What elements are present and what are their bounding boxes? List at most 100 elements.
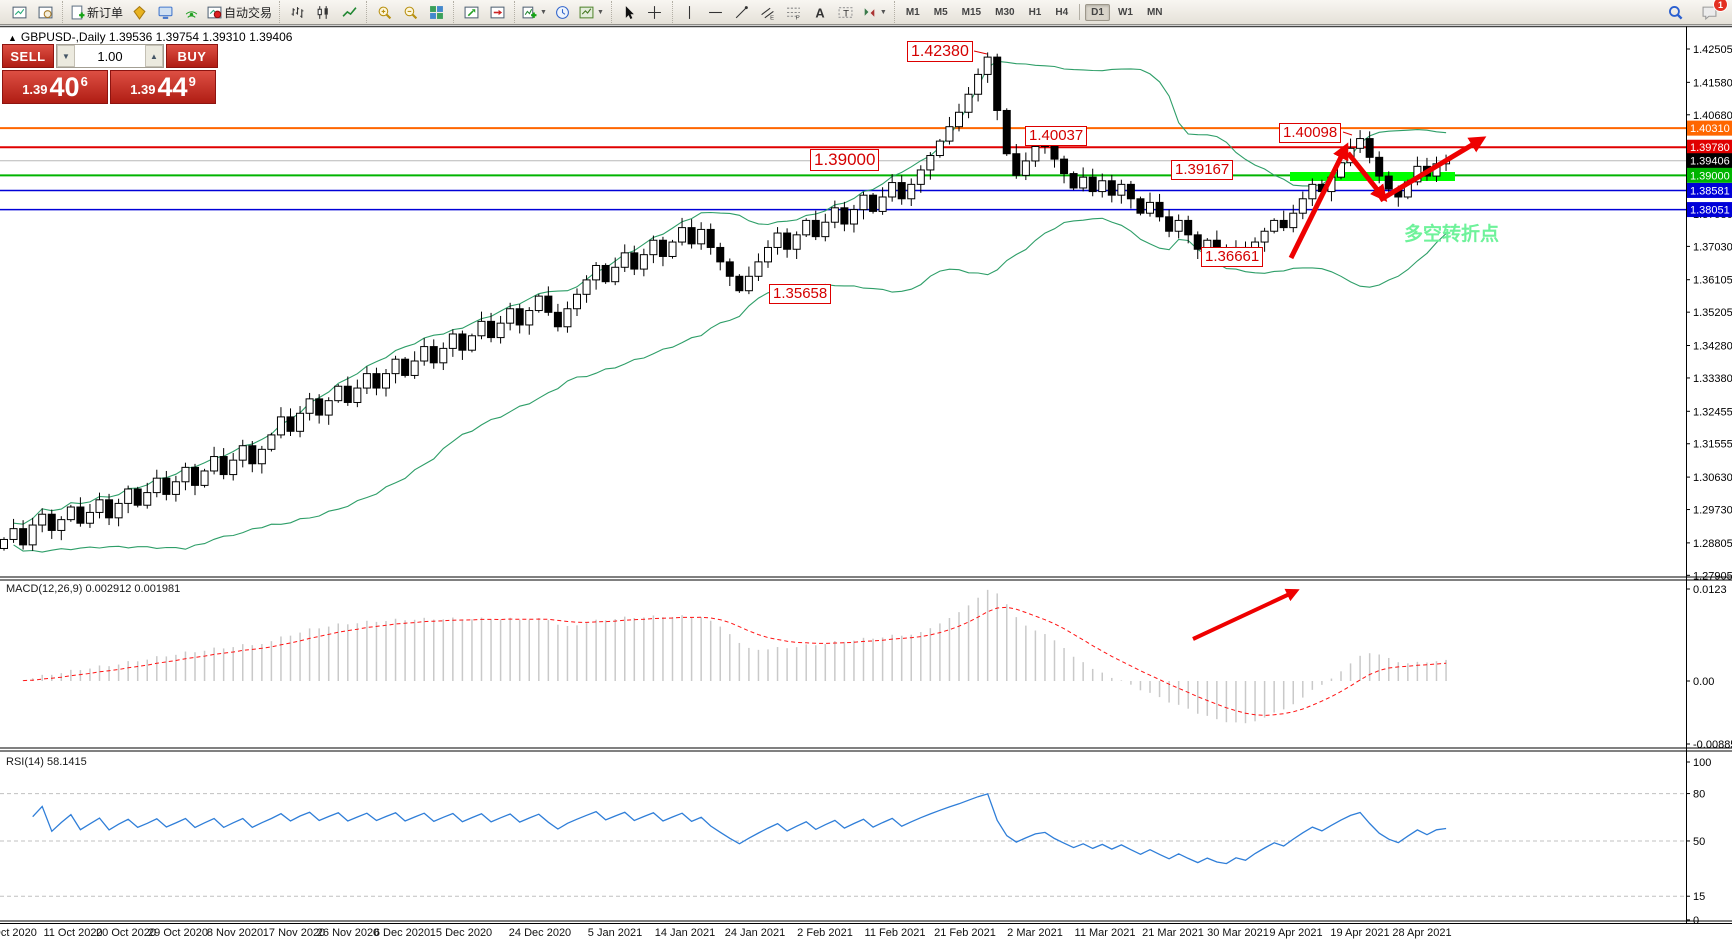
chevron-down-icon[interactable]: ▼: [596, 8, 604, 16]
chevron-down-icon[interactable]: ▼: [540, 8, 547, 16]
timeframe-h1-button[interactable]: H1: [1028, 6, 1042, 18]
new-chart-button[interactable]: [6, 1, 32, 23]
arrows-button[interactable]: ▼: [859, 1, 890, 23]
timeframe-m5-button[interactable]: M5: [933, 6, 948, 18]
candle-up: [582, 279, 591, 295]
cursor-button[interactable]: [616, 1, 642, 23]
new-order-button[interactable]: 新订单: [67, 1, 126, 23]
drawn-arrow[interactable]: [1192, 588, 1300, 641]
chevron-down-icon[interactable]: ▼: [879, 8, 887, 16]
volume-decrease-button[interactable]: ▼: [57, 45, 75, 67]
timeframe-m1-button[interactable]: M1: [905, 6, 920, 18]
toolbar-group: [610, 1, 668, 23]
market-button[interactable]: [126, 1, 152, 23]
collapse-marker-icon[interactable]: ▲: [8, 33, 17, 43]
vertical-line-button[interactable]: [677, 1, 703, 23]
chart-profiles-button[interactable]: [32, 1, 58, 23]
buy-price-button[interactable]: 1.39 44 9: [110, 70, 216, 104]
tile-windows-icon: [429, 5, 443, 19]
candle-down: [811, 219, 820, 238]
text-label-button[interactable]: T: [833, 1, 859, 23]
price-callout[interactable]: 1.40037: [1025, 126, 1088, 146]
new-order-button-label: 新订单: [87, 5, 124, 20]
drawn-arrow[interactable]: [1346, 151, 1388, 202]
sell-price-main: 1.39: [22, 82, 48, 97]
candle-up: [620, 252, 629, 268]
timeframe-m15-button[interactable]: M15: [961, 6, 982, 18]
candle-chart-type-button[interactable]: [310, 1, 336, 23]
candle-up: [907, 183, 916, 200]
chart-window-icon: [12, 6, 26, 18]
mql5-community-button[interactable]: [152, 1, 178, 23]
horizontal-line-button[interactable]: [703, 1, 729, 23]
fibonacci-button[interactable]: F: [781, 1, 807, 23]
candle-down: [372, 373, 381, 389]
buy-price-pip: 9: [188, 74, 196, 89]
candle-up: [1098, 180, 1107, 193]
trendline-button[interactable]: [729, 1, 755, 23]
autotrading-button[interactable]: 自动交易: [204, 1, 275, 23]
zoom-out-button[interactable]: [397, 1, 423, 23]
timeframe-h4-button[interactable]: H4: [1055, 6, 1069, 18]
price-callout[interactable]: 1.40098: [1279, 123, 1342, 143]
period-button[interactable]: [550, 1, 576, 23]
add-indicator-button[interactable]: ▼: [519, 1, 550, 23]
bollinger-bands: [13, 60, 1447, 553]
candle-up: [296, 412, 305, 432]
macd-tick-label: -0.008859: [1693, 739, 1732, 751]
text-button[interactable]: A: [807, 1, 833, 23]
tile-windows-button[interactable]: [423, 1, 449, 23]
candle-up: [305, 398, 314, 414]
candle-up: [534, 295, 543, 312]
price-callout[interactable]: 1.39000: [810, 149, 880, 172]
zoom-in-button[interactable]: [371, 1, 397, 23]
trend-annotation-text[interactable]: 多空转折点: [1404, 224, 1500, 245]
fibo-icon: F: [787, 7, 801, 20]
channel-button[interactable]: E: [755, 1, 781, 23]
drawn-arrow[interactable]: [1288, 142, 1349, 260]
crosshair-button[interactable]: [642, 1, 668, 23]
timeframe-mn-button[interactable]: MN: [1146, 6, 1163, 18]
search-button[interactable]: [1662, 1, 1688, 23]
bar-chart-type-button[interactable]: [284, 1, 310, 23]
support-highlight-rect[interactable]: [1290, 172, 1455, 181]
sell-button[interactable]: SELL: [2, 44, 54, 68]
volume-value[interactable]: 1.00: [97, 48, 123, 64]
template-button[interactable]: ▼: [576, 1, 607, 23]
chart-shift-button[interactable]: [484, 1, 510, 23]
candle-down: [1155, 201, 1164, 218]
candle-up: [420, 346, 429, 362]
candle-up: [181, 466, 190, 483]
price-callout[interactable]: 1.36661: [1201, 247, 1264, 267]
date-label: 2 Mar 2021: [1007, 927, 1063, 939]
price-callout[interactable]: 1.35658: [769, 284, 832, 304]
candle-up: [391, 358, 400, 375]
price-callout[interactable]: 1.42380: [907, 41, 973, 63]
price-axis[interactable]: 1.425051.415801.406801.379301.370301.361…: [1686, 44, 1732, 582]
volume-stepper[interactable]: ▼ 1.00 ▲: [56, 44, 164, 68]
candle-up: [1021, 160, 1030, 176]
price-callout[interactable]: 1.39167: [1171, 160, 1234, 180]
indicator-add-icon: [522, 6, 537, 18]
candle-up: [945, 126, 954, 142]
zoom-out-icon: [404, 6, 417, 19]
toolbar-separator: [1079, 4, 1081, 20]
bollinger-upper-line[interactable]: [13, 60, 1447, 525]
auto-arrange-button[interactable]: [458, 1, 484, 23]
price-tick-label: 1.29730: [1693, 505, 1732, 517]
signals-button[interactable]: [178, 1, 204, 23]
timeframe-w1-button[interactable]: W1: [1117, 6, 1133, 18]
volume-increase-button[interactable]: ▲: [145, 45, 163, 67]
candles-layer: [0, 52, 1451, 551]
timeframe-d1-button[interactable]: D1: [1085, 3, 1110, 21]
drawn-arrow[interactable]: [1378, 136, 1487, 203]
buy-button[interactable]: BUY: [166, 44, 218, 68]
timeframe-m30-button[interactable]: M30: [995, 6, 1015, 18]
notifications-button[interactable]: 1: [1696, 0, 1728, 23]
sell-price-button[interactable]: 1.39 40 6: [2, 70, 108, 104]
line-chart-type-button[interactable]: [336, 1, 362, 23]
chart-profile-icon: [38, 6, 52, 18]
candle-down: [553, 311, 562, 328]
